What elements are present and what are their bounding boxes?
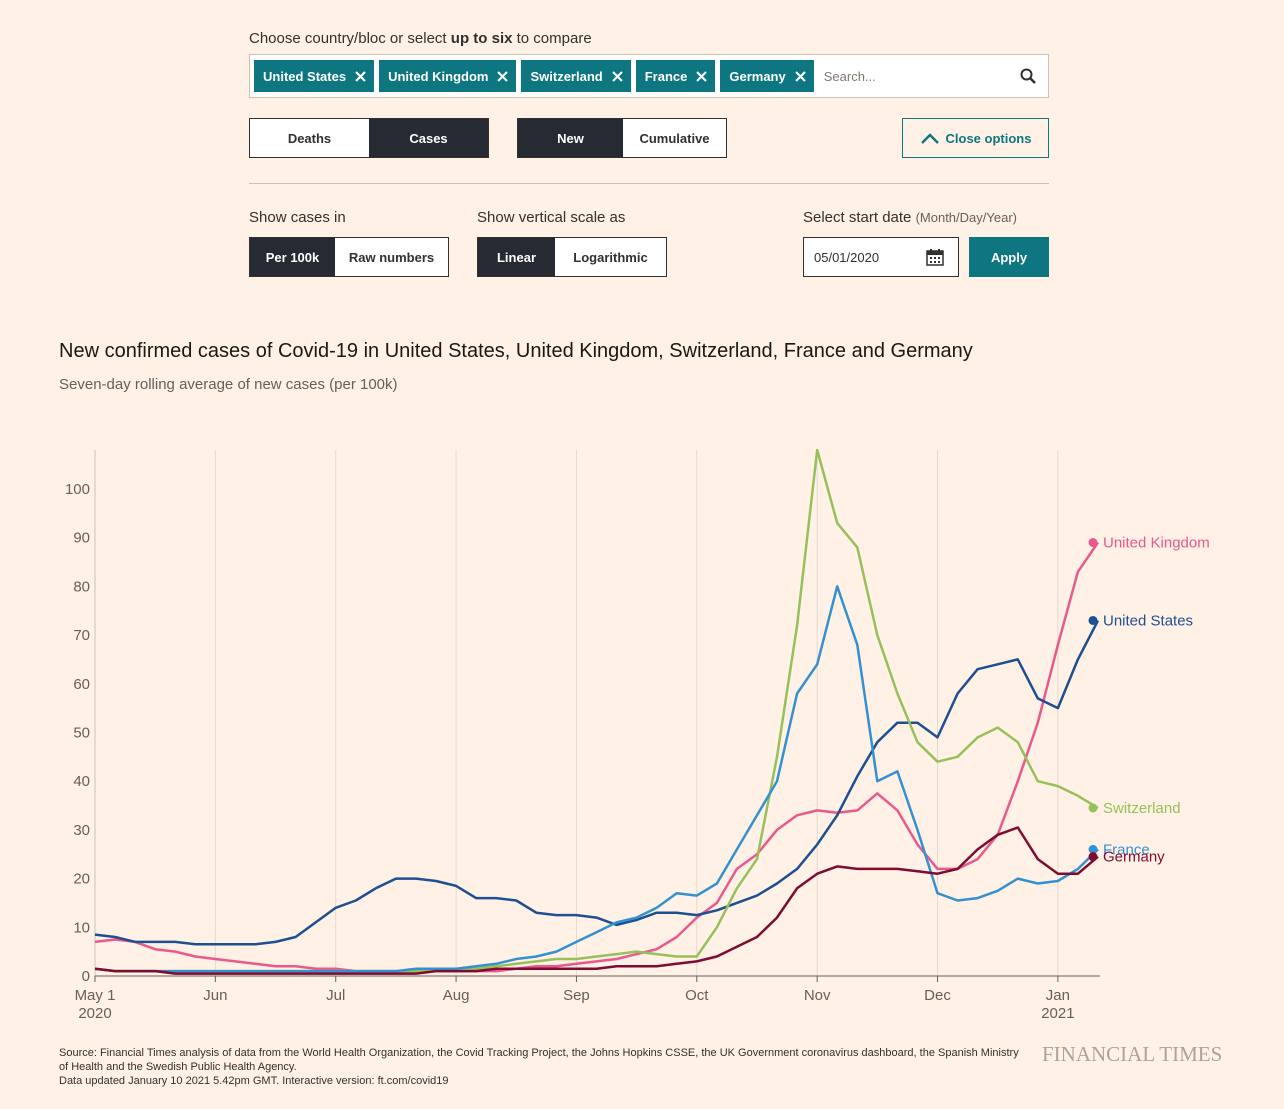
hint: (Month/Day/Year) [915, 210, 1017, 225]
toggle-button[interactable]: Raw numbers [335, 238, 448, 276]
y-tick-label: 10 [73, 919, 90, 936]
end-marker [1088, 803, 1098, 813]
divider [249, 183, 1049, 184]
button-group: Linear Logarithmic [477, 237, 667, 277]
y-tick-label: 0 [82, 968, 90, 985]
y-tick-label: 70 [73, 627, 90, 644]
series-line [94, 619, 1100, 946]
remove-stroke [612, 70, 623, 82]
button-group: Per 100k Raw numbers [249, 237, 449, 277]
toggle-button[interactable]: Cumulative [623, 119, 726, 157]
chip-label: Germany [729, 68, 786, 84]
apply-button[interactable]: Apply [969, 237, 1049, 277]
remove-icon[interactable] [696, 70, 708, 82]
series-label: United Kingdom [1103, 535, 1210, 552]
y-tick-label: 30 [73, 822, 90, 839]
prompt-text: Choose country/bloc or select [249, 30, 451, 47]
series-line [94, 448, 1099, 973]
series-line [94, 541, 1100, 973]
prompt: Choose country/bloc or select up to six … [249, 30, 592, 47]
x-tick-label: Aug [442, 987, 470, 1004]
remove-stroke [696, 70, 708, 82]
toggle-button[interactable]: Per 100k [250, 238, 335, 276]
x-tick-label: Jul [326, 987, 346, 1004]
toggle-button[interactable]: Deaths [250, 119, 369, 157]
country-chip[interactable]: United Kingdom [379, 60, 517, 92]
remove-icon[interactable] [612, 70, 623, 82]
series-label: United States [1103, 612, 1193, 629]
remove-icon[interactable] [355, 70, 366, 82]
end-marker [1088, 844, 1098, 854]
country-selector: United States United Kingdom Switzerland Fr… [249, 54, 1049, 98]
series-label: Switzerland [1103, 800, 1181, 817]
series-label: France [1103, 841, 1150, 858]
y-tick-label: 20 [73, 871, 90, 888]
x-tick-label: Nov [803, 987, 831, 1004]
toggle-button[interactable]: Linear [478, 238, 555, 276]
end-marker [1088, 538, 1098, 548]
remove-stroke [355, 70, 366, 82]
country-chip[interactable]: France [635, 60, 716, 92]
country-chip[interactable]: Switzerland [521, 60, 631, 92]
country-chip[interactable]: Germany [720, 60, 814, 92]
x-tick-label: Sep [563, 987, 590, 1004]
series-label: Germany [1103, 849, 1165, 866]
series-line [94, 826, 1099, 975]
y-tick-label: 80 [73, 578, 90, 595]
x-tick-label: May 1 2020 [74, 987, 116, 1022]
y-tick-label: 100 [65, 481, 90, 498]
start-date-label: Select start date (Month/Day/Year) [803, 209, 1017, 226]
y-tick-label: 40 [73, 773, 90, 790]
y-tick-label: 90 [73, 530, 90, 547]
country-chip[interactable]: United States [254, 60, 375, 92]
source: Source: Financial Times analysis of data… [59, 1047, 1019, 1073]
x-tick-label: Jun [203, 987, 228, 1004]
chip-label: Switzerland [530, 68, 603, 84]
x-tick-label: Oct [685, 987, 709, 1004]
chart-subtitle: Seven-day rolling average of new cases (… [59, 376, 398, 393]
chip-label: United Kingdom [388, 68, 489, 84]
x-tick-label: Jan 2021 [1041, 987, 1075, 1022]
series-line [94, 585, 1099, 973]
x-tick-label: Dec [924, 987, 951, 1004]
end-marker [1088, 615, 1098, 625]
toggle-button[interactable]: Logarithmic [555, 238, 666, 276]
source: Data updated January 10 2021 5.42pm GMT.… [59, 1075, 449, 1087]
date-value: 05/01/2020 [814, 249, 880, 265]
prompt-bold: up to six [450, 30, 513, 47]
calendar-icon[interactable] [926, 248, 944, 266]
setting-label: Show cases in [249, 209, 346, 226]
button-group: New Cumulative [517, 118, 727, 158]
close-options[interactable]: Close options [902, 118, 1049, 158]
search-icon[interactable] [1020, 68, 1036, 84]
chip-label: France [644, 68, 688, 84]
logo: FINANCIAL TIMES [1042, 1042, 1223, 1066]
prompt-text: to compare [512, 30, 592, 47]
remove-stroke [795, 70, 806, 82]
label: Select start date [803, 209, 912, 226]
setting-label: Show vertical scale as [477, 209, 626, 226]
chart-title: New confirmed cases of Covid-19 in Unite… [59, 340, 973, 362]
toggle-button[interactable]: Cases [369, 119, 488, 157]
chevron-icon [920, 133, 939, 144]
chip-label: United States [263, 68, 347, 84]
close-options-label: Close options [945, 130, 1032, 146]
remove-icon[interactable] [497, 70, 509, 82]
search-input[interactable]: Search... [823, 68, 876, 84]
y-tick-label: 50 [73, 724, 90, 741]
y-tick-label: 60 [73, 676, 90, 693]
toggle-button[interactable]: New [518, 119, 623, 157]
remove-stroke [497, 70, 509, 82]
remove-icon[interactable] [795, 70, 806, 82]
end-marker [1088, 852, 1098, 862]
date-input[interactable]: 05/01/2020 [803, 237, 959, 277]
button-group: Deaths Cases [249, 118, 489, 158]
